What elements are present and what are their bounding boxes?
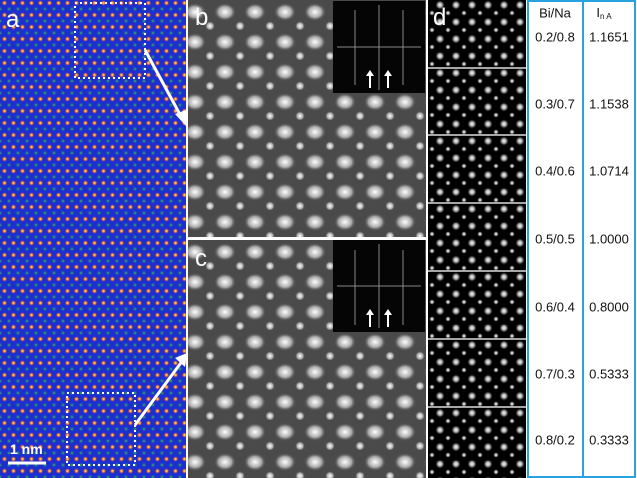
table-header: In A <box>596 5 612 21</box>
panel-label: d <box>433 4 446 31</box>
intensity-cell: 1.1651 <box>589 29 629 44</box>
row-separators <box>428 67 526 408</box>
intensity-cell: 1.0000 <box>589 231 629 246</box>
intensity-cell: 0.8000 <box>589 299 629 314</box>
intensity-cell: 0.5333 <box>589 366 629 381</box>
table-rows: 0.2/0.8 1.1651 0.3/0.7 1.1538 0.4/0.6 1.0714 0… <box>535 29 629 447</box>
arrow-head <box>175 353 187 367</box>
ratio-cell: 0.4/0.6 <box>535 163 575 178</box>
symbol: I <box>596 5 600 20</box>
fft-inset <box>333 240 425 332</box>
table <box>527 0 636 478</box>
arrow <box>143 49 185 121</box>
intensity-cell: 0.3333 <box>589 432 629 447</box>
intensity-cell: 1.0714 <box>589 163 629 178</box>
panel-d-image <box>428 0 526 478</box>
table-header: Bi/Na <box>539 5 572 20</box>
intensity-cell: 1.1538 <box>589 96 629 111</box>
ratio-cell: 0.2/0.8 <box>535 29 575 44</box>
panel-label: b <box>195 4 208 31</box>
subscript: n A <box>600 12 612 21</box>
ratio-cell: 0.7/0.3 <box>535 366 575 381</box>
fft-inset <box>333 1 425 93</box>
arrow <box>133 359 185 426</box>
ratio-cell: 0.6/0.4 <box>535 299 575 314</box>
ratio-cell: 0.3/0.7 <box>535 96 575 111</box>
scale-bar-label: 1 nm <box>10 441 43 457</box>
panel-label: a <box>6 6 20 33</box>
zoom-box <box>74 2 146 79</box>
ratio-cell: 0.8/0.2 <box>535 432 575 447</box>
arrow-head <box>175 110 186 126</box>
panel-label: c <box>195 245 207 272</box>
ratio-cell: 0.5/0.5 <box>535 231 575 246</box>
